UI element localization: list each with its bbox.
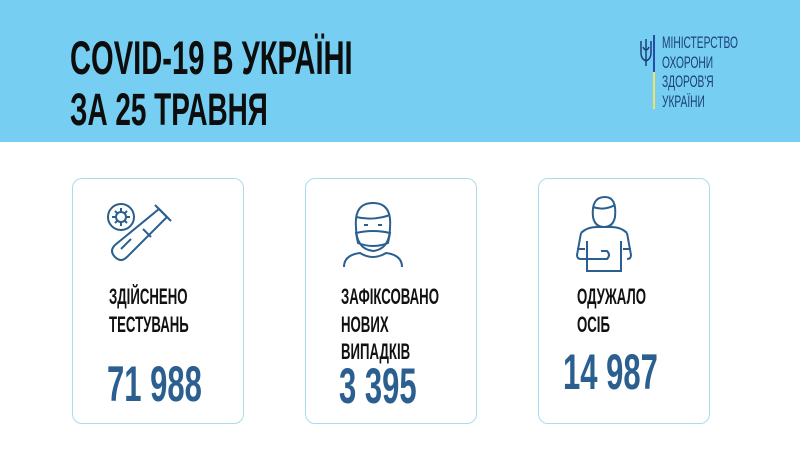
stat-card-recovered: ОДУЖАЛО ОСІБ 14 987: [538, 178, 710, 424]
flag-bar-blue: [653, 35, 655, 72]
flag-bar-yellow: [653, 72, 655, 109]
stat-label: ЗДІЙСНЕНО ТЕСТУВАНЬ: [109, 284, 189, 337]
trident-icon: [640, 39, 652, 66]
page-subtitle-date: ЗА 25 ТРАВНЯ: [70, 84, 268, 135]
recovered-person-icon: [575, 195, 633, 272]
stat-value: 14 987: [563, 344, 658, 400]
stat-label: ОДУЖАЛО ОСІБ: [577, 284, 647, 337]
masked-person-icon: [343, 201, 403, 268]
test-tube-icon: [107, 203, 172, 261]
ministry-name: МІНІСТЕРСТВО ОХОРОНИ ЗДОРОВ'Я УКРАЇНИ: [662, 33, 738, 111]
ministry-logo: МІНІСТЕРСТВО ОХОРОНИ ЗДОРОВ'Я УКРАЇНИ: [640, 33, 770, 115]
stat-card-tests: ЗДІЙСНЕНО ТЕСТУВАНЬ 71 988: [72, 178, 244, 424]
stat-label: ЗАФІКСОВАНО НОВИХ ВИПАДКІВ: [341, 284, 439, 364]
stat-card-new-cases: ЗАФІКСОВАНО НОВИХ ВИПАДКІВ 3 395: [305, 178, 477, 424]
page-title: COVID-19 В УКРАЇНІ: [70, 31, 353, 84]
stat-value: 3 395: [339, 358, 417, 414]
header-banner: COVID-19 В УКРАЇНІ ЗА 25 ТРАВНЯ МІНІСТЕР…: [0, 0, 800, 142]
stat-value: 71 988: [107, 356, 202, 412]
